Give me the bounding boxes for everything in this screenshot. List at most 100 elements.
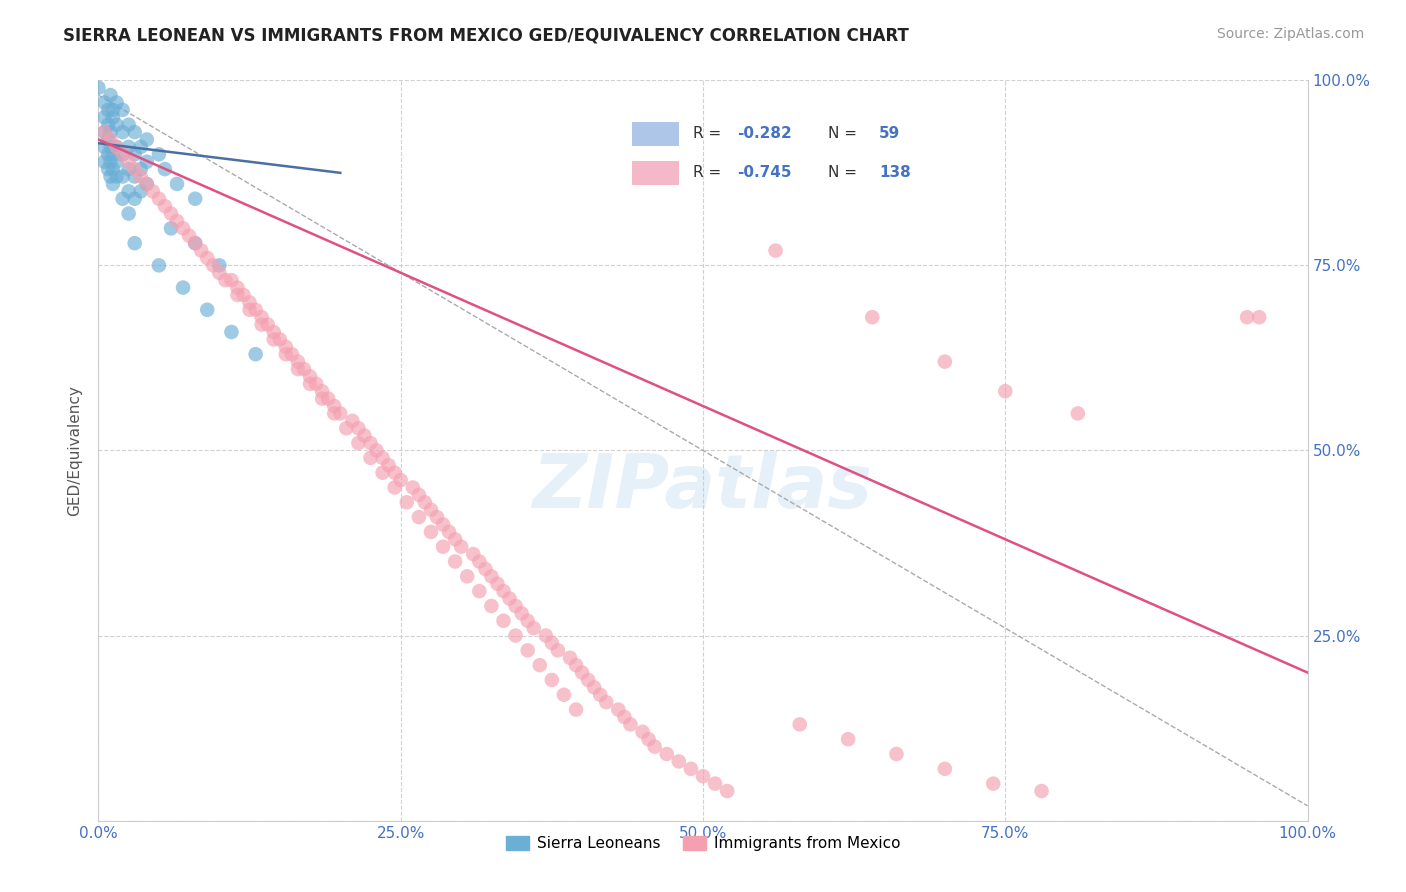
Point [226,280,249,294]
Point [463,547,485,561]
Point [93,95,115,110]
Point [184,236,207,251]
Point [347,421,370,435]
Text: Source: ZipAtlas.com: Source: ZipAtlas.com [1216,27,1364,41]
Point [105,140,128,154]
Point [1249,310,1271,325]
Point [576,673,599,687]
Point [583,681,606,695]
Point [97,118,120,132]
Point [232,288,254,302]
Point [118,184,141,198]
Point [402,480,425,494]
Point [492,584,515,599]
Point [111,103,134,117]
Point [323,407,346,421]
Point [135,154,157,169]
Point [105,154,128,169]
Point [589,688,612,702]
Point [631,724,654,739]
Point [93,140,115,154]
Point [93,125,115,139]
Point [118,140,141,154]
Point [97,132,120,146]
Point [124,147,146,161]
Point [221,325,243,339]
Point [1067,407,1090,421]
Text: ZIPatlas: ZIPatlas [533,451,873,524]
Point [118,162,141,177]
Point [184,192,207,206]
Point [100,88,122,103]
Point [335,421,357,435]
Point [534,628,557,642]
Point [148,147,170,161]
Point [97,103,120,117]
Point [765,244,787,258]
Point [202,259,225,273]
Point [208,266,231,280]
Point [105,95,128,110]
Point [934,762,956,776]
Point [716,784,738,798]
Y-axis label: GED/Equivalency: GED/Equivalency [67,385,83,516]
Point [540,673,562,687]
Point [384,480,406,494]
Point [269,332,291,346]
Point [105,169,128,184]
Point [100,154,122,169]
Point [360,450,382,465]
Point [111,147,134,161]
Point [263,332,285,346]
Point [450,540,472,554]
Point [97,162,120,177]
Point [540,636,562,650]
Point [101,111,124,125]
Point [93,125,115,139]
Point [274,347,297,361]
Legend: Sierra Leoneans, Immigrants from Mexico: Sierra Leoneans, Immigrants from Mexico [501,830,905,857]
Point [93,111,115,125]
Point [420,524,443,539]
Point [93,154,115,169]
Point [468,584,491,599]
Point [195,251,218,265]
Point [311,392,333,406]
Point [371,450,394,465]
Point [153,162,176,177]
Point [129,169,152,184]
Point [245,347,267,361]
Point [432,517,454,532]
Point [287,362,309,376]
Point [111,147,134,161]
Point [105,140,128,154]
Point [166,214,188,228]
Point [468,555,491,569]
Point [529,658,551,673]
Point [510,607,533,621]
Point [239,302,262,317]
Point [129,184,152,198]
Point [129,140,152,154]
Point [124,192,146,206]
Point [135,177,157,191]
Point [195,302,218,317]
Point [100,125,122,139]
Point [395,495,418,509]
Point [516,643,538,657]
Point [172,280,194,294]
Point [305,376,328,391]
Point [118,206,141,220]
Point [498,591,520,606]
Point [565,703,588,717]
Point [179,228,201,243]
Point [101,177,124,191]
Point [547,643,569,657]
Point [619,717,641,731]
Point [299,369,322,384]
Point [118,118,141,132]
Point [408,510,430,524]
Point [571,665,593,680]
Point [558,650,581,665]
Point [644,739,666,754]
